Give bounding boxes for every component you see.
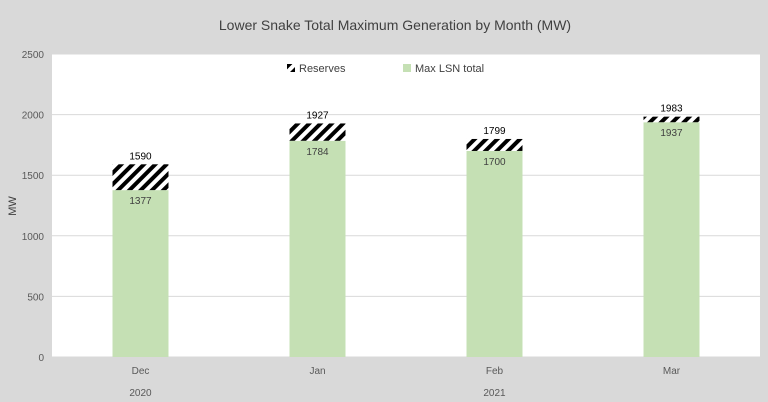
data-label-max-lsn-total: 1784: [306, 147, 329, 158]
gridlines: [52, 53, 760, 358]
data-label-reserves-total: 1590: [129, 151, 152, 162]
data-label-max-lsn-total: 1937: [660, 128, 683, 139]
bar-max-lsn-total: [466, 150, 523, 357]
bar-reserves: [643, 116, 700, 123]
bar-reserves: [112, 164, 169, 191]
x-tick-label: Feb: [486, 366, 504, 377]
legend-label-max-lsn-total: Max LSN total: [415, 63, 484, 75]
legend-label-reserves: Reserves: [299, 63, 346, 75]
y-tick-label: 2500: [22, 50, 45, 61]
legend: Reserves Max LSN total: [287, 63, 484, 75]
y-tick-label: 500: [27, 292, 44, 303]
data-label-reserves-total: 1927: [306, 110, 329, 121]
plot-area: [52, 54, 760, 357]
legend-swatch-max-lsn-total: [403, 64, 411, 72]
x-tick-label: Dec: [132, 366, 150, 377]
x-group-label: 2021: [483, 388, 506, 399]
bar-reserves: [289, 123, 346, 141]
y-tick-label: 1000: [22, 232, 45, 243]
x-axis: Dec Jan Feb Mar 2020 2021: [129, 366, 680, 399]
y-axis: 0 500 1000 1500 2000 2500: [22, 50, 45, 364]
data-label-reserves-total: 1799: [483, 126, 506, 137]
data-label-reserves-total: 1983: [660, 104, 683, 115]
chart-title: Lower Snake Total Maximum Generation by …: [219, 17, 571, 33]
y-tick-label: 2000: [22, 111, 45, 122]
data-label-max-lsn-total: 1377: [129, 196, 152, 207]
bars: 1377 1590 1784 1927 1700 1799 1937 1983: [112, 104, 700, 358]
x-tick-label: Jan: [309, 366, 325, 377]
data-label-max-lsn-total: 1700: [483, 157, 506, 168]
x-tick-label: Mar: [663, 366, 681, 377]
bar-max-lsn-total: [112, 190, 169, 357]
y-tick-label: 0: [38, 353, 44, 364]
bar-max-lsn-total: [289, 140, 346, 357]
x-group-label: 2020: [129, 388, 152, 399]
bar-reserves: [466, 138, 523, 151]
legend-swatch-reserves: [287, 64, 295, 72]
y-axis-label: MW: [7, 196, 19, 216]
y-tick-label: 1500: [22, 171, 45, 182]
bar-max-lsn-total: [643, 122, 700, 358]
